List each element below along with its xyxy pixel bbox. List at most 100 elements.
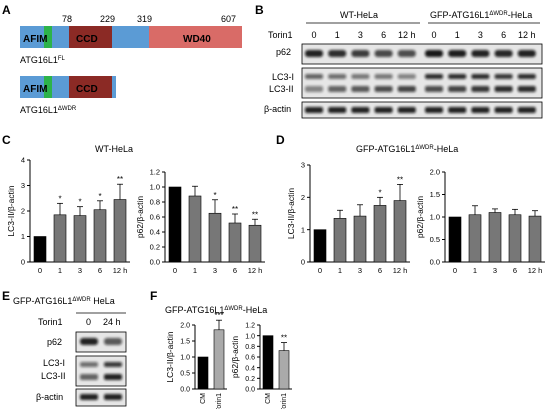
bar [448,216,462,263]
x-tick-label: 12 h [393,266,408,275]
lane-labels: 0 1 3 6 12 h 0 1 3 6 12 h [311,30,535,40]
y-tick-label: 0.4 [150,228,160,237]
x-tick-label: 6 [378,266,382,275]
bar [373,205,387,263]
chart-d-lc3: 0 1 2 3 LC3-II/β-actin 0 1 3 * 6 ** 12 h [286,161,410,275]
band-actin [471,107,490,113]
band-p62 [517,50,536,57]
y-axis-label: LC3-II/β-actin [165,331,175,382]
significance-label: * [78,198,81,207]
band-p62 [494,50,513,57]
y-tick-label: 0.8 [150,198,160,207]
x-tick-label: CM [200,393,207,404]
y-tick-label: 0.6 [150,213,160,222]
band-lc3-ii [471,86,490,92]
position-229: 229 [100,14,115,24]
lane-label: 0 [311,30,316,40]
significance-label: * [378,188,381,197]
x-tick-label: 3 [78,266,82,275]
band-lc3-i [305,74,323,79]
y-tick-label: 0.2 [245,376,255,383]
significance-label: *** [214,311,223,320]
band-lc3-i [425,74,443,79]
band-actin [494,107,513,113]
bar [33,236,47,263]
lane-label: 12 h [398,30,416,40]
bar [278,350,290,390]
panel-d-letter: D [276,133,285,147]
y-tick-label: 3 [301,161,305,170]
band-lc3-i [351,74,370,79]
band-p62 [305,50,323,57]
panel-d: D GFP-ATG16L1ΔWDR-HeLa 0 1 2 3 LC3-II/β-acti… [276,133,545,275]
significance-label: * [58,194,61,203]
chart-d-p62: 0.0 0.5 1.0 1.5 2.0 p62/β-actin 0 1 3 6 12 h [415,168,545,275]
bar [488,212,502,263]
chart-c-p62: 0.0 0.2 0.4 0.6 0.8 1.0 1.2 p62/β-actin 0 1 * 3 ** 6 *… [135,168,265,275]
y-axis-label: p62/β-actin [415,196,425,238]
bar [393,200,407,263]
panel-f-letter: F [150,289,157,303]
bar [508,214,522,263]
x-tick-label: 0 [318,266,322,275]
lane-label: 6 [381,30,386,40]
y-tick-label: 2 [301,193,305,202]
panel-c: C WT-HeLa 0 1 2 3 4 LC3-II/β-actin 0 * 1 * 3 * 6 ** 12… [2,133,265,275]
blot-actin [301,101,543,119]
y-axis-label: p62/β-actin [230,336,240,378]
band-lc3-ii [448,86,467,92]
y-tick-label: 0.5 [180,371,190,378]
fl-construct-label: ATG16L1FL [20,55,66,65]
band-lc3-i [517,74,536,79]
x-tick-label: Torin1 [281,393,288,409]
y-tick-label: 1.2 [150,168,160,177]
bar [228,222,242,263]
band-actin [397,107,416,113]
chart-c-lc3: 0 1 2 3 4 LC3-II/β-actin 0 * 1 * 3 * 6 ** 12 h [6,156,130,275]
bar [248,224,262,263]
band-lc3-i [397,74,416,79]
lane-label: 12 h [518,30,536,40]
bar [213,329,225,390]
bar [333,218,347,263]
x-tick-label: 6 [513,266,517,275]
y-tick-label: 0.6 [245,355,255,362]
band-actin [374,107,393,113]
row-label-beta-actin: β-actin [264,104,291,114]
bar [262,335,274,390]
y-tick-label: 2.0 [180,323,190,330]
x-tick-label: Torin1 [216,393,223,409]
y-tick-label: 0 [21,258,25,267]
significance-label: ** [117,175,123,184]
fl-ccd-domain [69,26,112,48]
x-tick-label: 3 [213,266,217,275]
y-tick-label: 1.0 [180,355,190,362]
panel-e-letter: E [2,289,10,303]
bar [168,186,182,263]
lane-label: 1 [335,30,340,40]
panel-e-blot-actin [75,388,127,407]
lane-label: 6 [501,30,506,40]
x-tick-label: 6 [233,266,237,275]
position-319: 319 [137,14,152,24]
x-tick-label: 0 [173,266,177,275]
bar [468,214,482,263]
band-actin [80,394,98,400]
dwdr-ccd-domain [69,76,112,98]
band-p62 [425,50,443,57]
treatment-label: Torin1 [268,30,293,40]
y-axis-label: LC3-II/β-actin [286,188,296,239]
y-axis-label: LC3-II/β-actin [6,185,16,236]
y-tick-label: 0.4 [245,365,255,372]
band-p62 [104,338,122,345]
dwdr-construct-label: ATG16L1ΔWDR [20,105,77,115]
x-tick-label: 1 [338,266,342,275]
x-tick-label: 12 h [113,266,128,275]
x-tick-label: CM [265,393,272,404]
band-actin [448,107,467,113]
band-p62 [374,50,393,57]
significance-label: ** [252,210,258,219]
band-p62 [80,338,98,345]
bar [93,209,107,263]
